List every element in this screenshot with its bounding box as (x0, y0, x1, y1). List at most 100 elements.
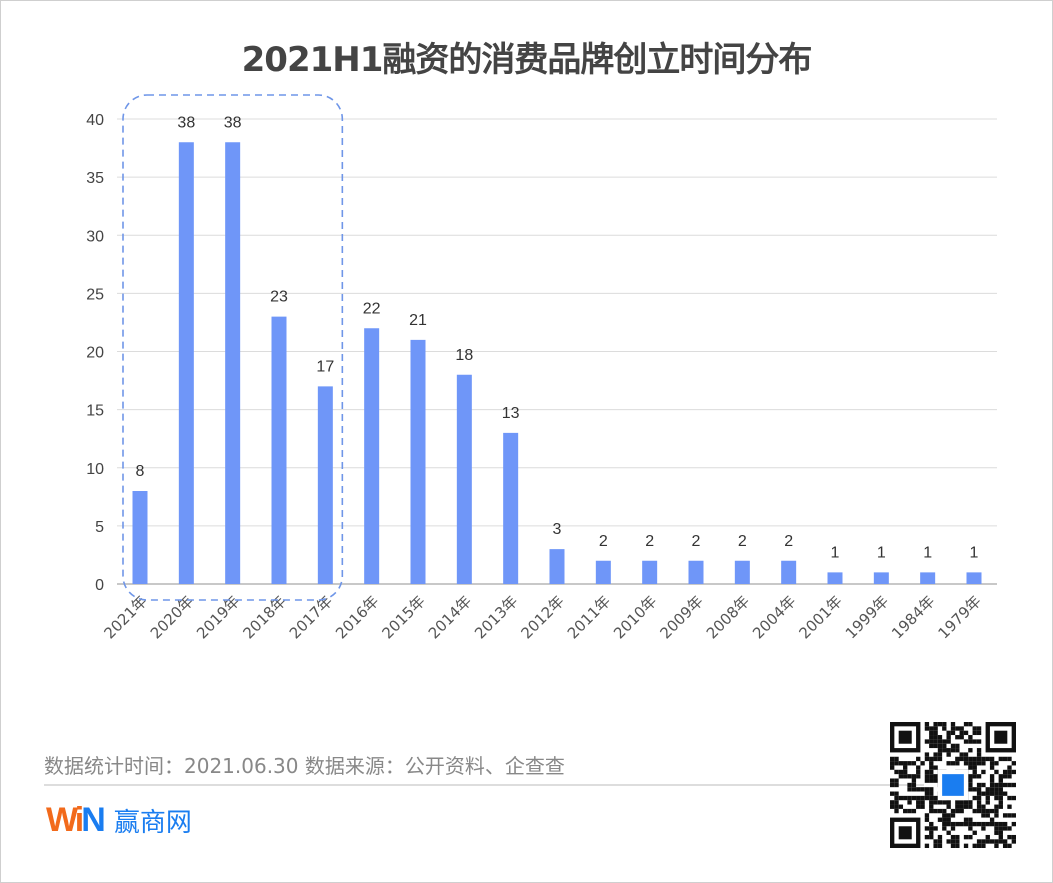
qr-module (963, 821, 969, 827)
qr-module (1007, 774, 1012, 779)
qr-module (937, 800, 943, 805)
qr-module (950, 834, 956, 840)
y-tick-label: 40 (86, 112, 104, 129)
qr-module (1007, 813, 1012, 818)
qr-module (963, 752, 969, 757)
qr-module (959, 800, 964, 805)
qr-module (1002, 843, 1008, 848)
qr-module (933, 808, 938, 814)
qr-module (894, 782, 899, 788)
qr-module (972, 795, 977, 801)
qr-module (998, 787, 1003, 792)
logo-n: N (81, 800, 106, 839)
qr-module (933, 795, 938, 801)
qr-module (968, 800, 973, 805)
qr-module (894, 769, 899, 775)
qr-module (998, 839, 1003, 844)
data-label: 1 (831, 544, 840, 561)
qr-module (903, 795, 908, 801)
qr-module (894, 808, 899, 814)
qr-module (937, 839, 943, 844)
qr-module (955, 808, 960, 814)
data-label: 17 (316, 358, 334, 375)
x-tick-label: 1984年 (888, 592, 938, 642)
data-label: 2 (738, 533, 747, 550)
qr-module (972, 765, 977, 770)
qr-module (972, 787, 977, 792)
qr-module (976, 821, 982, 827)
qr-module (937, 743, 943, 749)
qr-module (1002, 774, 1008, 779)
qr-module (985, 800, 990, 805)
x-tick-label: 2013年 (471, 592, 521, 642)
bar (410, 339, 426, 584)
qr-module (1007, 804, 1012, 809)
qr-finder (898, 730, 912, 744)
qr-module (976, 774, 982, 779)
qr-module (981, 769, 986, 775)
qr-module (968, 826, 973, 831)
qr-module (894, 761, 899, 766)
qr-module (950, 843, 956, 848)
qr-module (968, 739, 973, 744)
qr-module (924, 752, 930, 757)
qr-module (985, 834, 990, 840)
qr-module (946, 830, 951, 835)
qr-module (929, 787, 934, 792)
qr-module (911, 761, 917, 766)
qr-module (998, 804, 1003, 809)
qr-module (994, 769, 999, 775)
qr-module (994, 843, 999, 848)
qr-module (946, 752, 951, 757)
qr-module (955, 743, 960, 749)
qr-module (972, 739, 977, 744)
qr-module (985, 787, 990, 792)
qr-module (950, 748, 956, 753)
qr-module (929, 769, 934, 775)
qr-module (959, 808, 964, 814)
x-tick-label: 2001年 (795, 592, 845, 642)
qr-module (907, 795, 912, 801)
qr-module (981, 791, 986, 796)
qr-module (989, 817, 995, 822)
x-tick-label: 2016年 (332, 592, 382, 642)
qr-module (981, 761, 986, 766)
qr-module (1011, 821, 1016, 827)
qr-module (981, 813, 986, 818)
qr-module (972, 774, 977, 779)
qr-module (989, 761, 995, 766)
qr-module (924, 769, 930, 775)
qr-module (976, 804, 982, 809)
qr-module (950, 821, 956, 827)
qr-module (955, 726, 960, 731)
qr-module (924, 756, 930, 762)
qr-module (968, 787, 973, 792)
qr-module (903, 774, 908, 779)
qr-module (890, 778, 895, 783)
data-label: 21 (409, 312, 427, 329)
y-tick-label: 0 (95, 577, 104, 594)
bar (595, 560, 611, 584)
qr-module (946, 800, 951, 805)
qr-module (968, 735, 973, 740)
qr-module (955, 804, 960, 809)
bar (827, 572, 843, 584)
qr-module (950, 730, 956, 736)
qr-module (924, 826, 930, 831)
qr-module (1007, 782, 1012, 788)
qr-finder (898, 826, 912, 840)
qr-logo (942, 774, 964, 796)
qr-module (929, 800, 934, 805)
qr-module (933, 752, 938, 757)
qr-module (959, 730, 964, 736)
bar (920, 572, 936, 584)
qr-module (1011, 813, 1016, 818)
qr-module (994, 808, 999, 814)
qr-module (929, 804, 934, 809)
qr-module (950, 839, 956, 844)
qr-module (972, 761, 977, 766)
qr-module (994, 782, 999, 788)
qr-module (950, 726, 956, 731)
qr-module (989, 778, 995, 783)
qr-module (968, 748, 973, 753)
